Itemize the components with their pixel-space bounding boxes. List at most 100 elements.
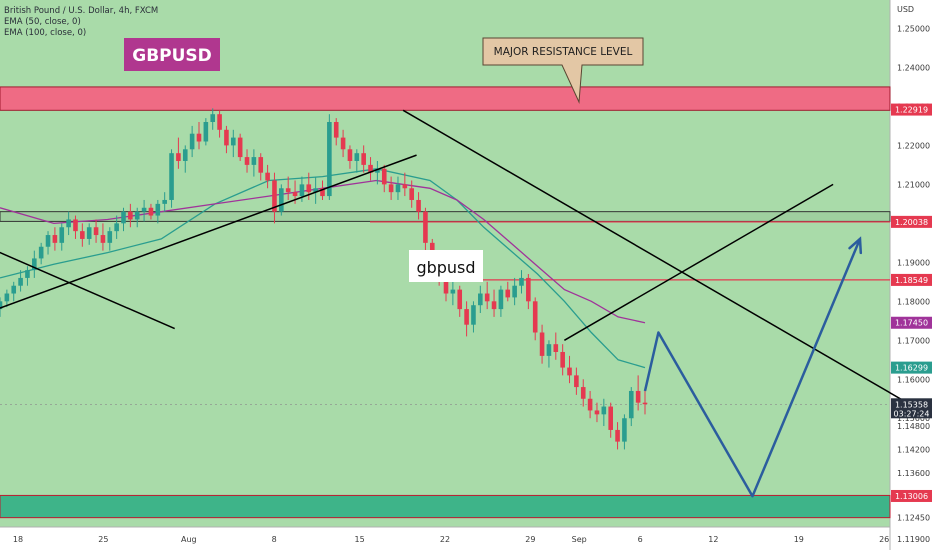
candle-body xyxy=(340,137,346,150)
watermark-box xyxy=(409,250,483,282)
candle-body xyxy=(93,227,99,236)
candle-body xyxy=(100,235,106,243)
candle-body xyxy=(4,293,10,302)
candle-body xyxy=(594,410,600,415)
candle-body xyxy=(450,289,456,294)
candle-body xyxy=(457,289,463,310)
price-tag-box xyxy=(891,273,932,286)
time-tick-label: 15 xyxy=(355,535,365,544)
candle-body xyxy=(306,184,312,193)
price-tick-label: 1.19000 xyxy=(897,258,930,267)
resistance-callout-box xyxy=(482,37,644,104)
candle-body xyxy=(299,184,305,197)
candle-body xyxy=(272,180,277,212)
candle-body xyxy=(66,219,71,228)
candle-body xyxy=(224,129,229,146)
zone-major-resistance xyxy=(0,86,891,111)
candle-body xyxy=(203,122,209,142)
time-tick-label: Aug xyxy=(181,535,197,544)
ema100-line xyxy=(0,179,646,324)
candle-body xyxy=(230,137,236,146)
candle-body xyxy=(560,351,565,368)
candle-body xyxy=(128,211,133,220)
candle-body xyxy=(196,133,202,142)
projection-layer xyxy=(643,236,863,498)
candle-body xyxy=(38,246,44,259)
time-tick-label: Sep xyxy=(572,535,587,544)
zone-support xyxy=(0,494,891,519)
candle-body xyxy=(217,114,222,130)
candle-body xyxy=(251,157,257,165)
candle-body xyxy=(244,157,250,165)
time-tick-label: 22 xyxy=(440,535,450,544)
candle-body xyxy=(443,277,449,294)
candle-body xyxy=(381,168,387,185)
price-tick-label: 1.13600 xyxy=(897,469,930,478)
candle-body xyxy=(327,122,332,197)
candle-body xyxy=(553,344,559,352)
price-tick-label: 1.21000 xyxy=(897,180,930,189)
price-tag-value: 1.20038 xyxy=(895,218,928,227)
candle-body xyxy=(80,231,85,239)
candle-body xyxy=(471,305,476,325)
price-tick-label: 1.11900 xyxy=(897,535,930,544)
candle-body xyxy=(11,285,17,294)
candle-body xyxy=(25,270,30,278)
candle-body xyxy=(18,277,23,286)
candle-body xyxy=(546,344,552,356)
candle-body xyxy=(258,157,264,173)
time-tick-label: 25 xyxy=(98,535,108,544)
candle-body xyxy=(409,188,415,200)
price-tag-box xyxy=(891,398,932,419)
watermark-text: gbpusd xyxy=(416,258,475,277)
resistance-callout-label: MAJOR RESISTANCE LEVEL xyxy=(494,46,633,58)
level-lines-layer xyxy=(0,221,890,405)
candle-body xyxy=(32,258,37,271)
symbol-title: British Pound / U.S. Dollar, 4h, FXCM xyxy=(4,6,158,16)
candle-body xyxy=(86,227,92,239)
candle-body xyxy=(148,207,154,216)
candle-body xyxy=(237,137,243,158)
candle-body xyxy=(512,285,517,298)
candle-body xyxy=(176,153,181,161)
candle-body xyxy=(519,277,524,286)
price-tick-label: 1.22000 xyxy=(897,141,930,150)
price-tags: 1.22919 1.20038 1.18549 1.17450 1.16299 1.153… xyxy=(891,103,932,502)
pair-label: GBPUSD xyxy=(132,46,212,66)
candle-body xyxy=(532,301,538,333)
candle-body xyxy=(162,199,167,204)
price-tick-label: 1.17000 xyxy=(897,336,930,345)
candle-body xyxy=(368,164,373,173)
trendline-4 xyxy=(563,183,834,341)
candle-body xyxy=(464,309,469,325)
price-tick-label: 1.14800 xyxy=(897,422,930,431)
price-tick-label: 1.15000 xyxy=(897,414,930,423)
ema50-legend: EMA (50, close, 0) xyxy=(4,17,81,27)
candle-body xyxy=(73,219,78,232)
price-tick-label: 1.14200 xyxy=(897,445,930,454)
price-tick-label: 1.25000 xyxy=(897,24,930,33)
candle-body xyxy=(141,207,147,212)
price-tag-value: 1.13006 xyxy=(895,492,928,501)
price-tick-label: 1.12450 xyxy=(897,514,930,523)
candle-body xyxy=(498,289,504,310)
candle-body xyxy=(210,114,216,123)
time-tick-label: 6 xyxy=(638,535,643,544)
candle-body xyxy=(526,277,531,302)
ema-layer xyxy=(0,168,646,369)
price-tag-value: 1.18549 xyxy=(895,276,928,285)
projection-path xyxy=(643,238,862,498)
candle-body xyxy=(333,122,339,138)
time-tick-label: 18 xyxy=(13,535,23,544)
candle-body xyxy=(615,429,620,442)
candles-layer xyxy=(0,108,648,450)
price-tag-box xyxy=(891,489,932,502)
candle-body xyxy=(505,289,511,298)
price-tag-box xyxy=(891,103,932,116)
candle-body xyxy=(52,235,58,243)
candle-body xyxy=(642,402,648,405)
price-tag-value: 1.17450 xyxy=(895,319,928,328)
candle-body xyxy=(375,168,380,173)
candle-body xyxy=(285,188,291,193)
